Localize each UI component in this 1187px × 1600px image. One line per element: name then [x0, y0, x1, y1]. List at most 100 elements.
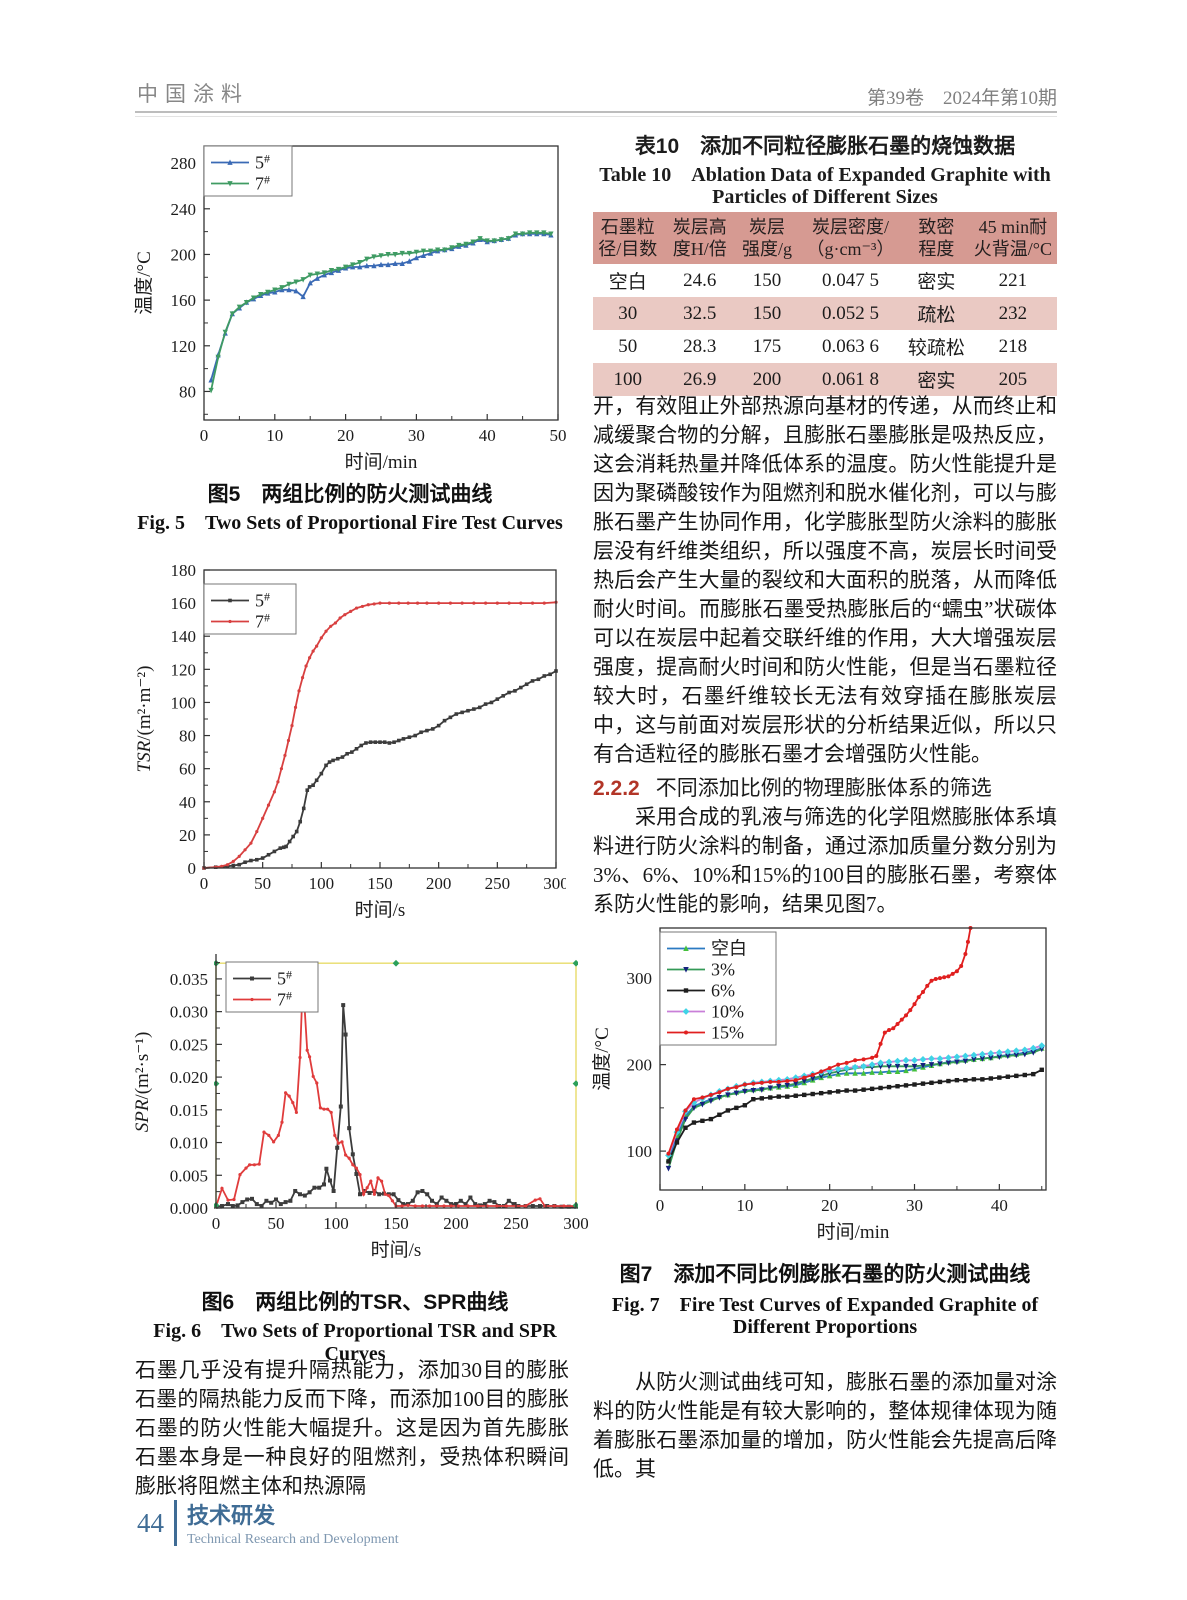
svg-text:0.030: 0.030	[170, 1003, 208, 1022]
table-column-header: 45 min耐 火背温/°C	[968, 212, 1057, 264]
svg-text:30: 30	[906, 1196, 923, 1215]
table-cell: 32.5	[662, 297, 737, 330]
svg-text:40: 40	[179, 793, 196, 812]
section-number: 2.2.2	[593, 777, 640, 800]
table-cell: 28.3	[683, 335, 717, 357]
svg-text:0.035: 0.035	[170, 970, 208, 989]
svg-text:空白: 空白	[711, 939, 747, 959]
fig5-caption-cn: 图5 两组比例的防火测试曲线	[207, 483, 493, 506]
fig7-temperature-chart: 0 10 20 30 40 100 200 300 时间/min 温度/°C 空白3%6%10%15…	[592, 926, 1047, 1243]
svg-text:100: 100	[323, 1214, 349, 1233]
table-cell: 50	[618, 335, 638, 357]
svg-text:160: 160	[171, 291, 197, 310]
svg-text:0.020: 0.020	[170, 1068, 208, 1087]
header-divider	[135, 111, 1057, 117]
svg-text:温度/°C: 温度/°C	[134, 251, 155, 315]
table-row: 50 28.3 175 0.063 6 较疏松 218	[593, 330, 1057, 363]
page-footer: 44 技术研发 Technical Research and Developme…	[137, 1498, 399, 1548]
svg-text:SPR/(m²·s⁻¹): SPR/(m²·s⁻¹)	[132, 1032, 153, 1133]
table-column-header: 炭层高 度H/倍	[662, 212, 737, 264]
svg-text:10: 10	[266, 426, 283, 445]
section-heading: 2.2.2 不同添加比例的物理膨胀体系的筛选	[593, 772, 992, 802]
footer-section-cn: 技术研发	[187, 1503, 276, 1528]
ablation-table-body: 空白 24.6 150 0.047 5 密实 221 30 32.5 150 0.052 5 疏松 2…	[593, 264, 1057, 396]
table-cell: 150	[752, 269, 782, 291]
svg-text:时间/s: 时间/s	[355, 899, 406, 921]
table-cell: 密实	[903, 363, 969, 396]
svg-text:40: 40	[991, 1196, 1008, 1215]
svg-text:250: 250	[503, 1214, 529, 1233]
fig7-caption-en-2: Different Proportions	[732, 1316, 918, 1338]
table-column-header: 石墨粒 径/目数	[593, 212, 663, 264]
svg-text:50: 50	[550, 426, 567, 445]
svg-text:120: 120	[171, 337, 197, 356]
svg-text:280: 280	[171, 154, 197, 173]
table-cell: 221	[998, 269, 1028, 291]
svg-text:温度/°C: 温度/°C	[592, 1027, 613, 1091]
ablation-table-head: 石墨粒 径/目数 炭层高 度H/倍 炭层 强度/g 炭层密度/ （g·cm⁻³） 致密 …	[593, 212, 1057, 264]
table10-title-en-2: Particles of Different Sizes	[712, 186, 938, 208]
table-cell: 30	[593, 297, 663, 330]
svg-text:300: 300	[543, 874, 566, 893]
svg-text:10%: 10%	[711, 1002, 744, 1022]
svg-text:6%: 6%	[711, 981, 735, 1001]
table-cell: 较疏松	[907, 338, 965, 359]
table-cell: 密实	[917, 272, 956, 293]
svg-text:200: 200	[426, 874, 452, 893]
svg-text:80: 80	[179, 382, 196, 401]
right-paragraph-3: 从防火测试曲线可知，膨胀石墨的添加量对涂料的防火性能是有较大影响的，整体规律体现…	[593, 1370, 1057, 1481]
table-cell: 0.052 5	[797, 297, 904, 330]
fig7-caption-en-1: Fig. 7 Fire Test Curves of Expanded Grap…	[611, 1294, 1039, 1316]
svg-text:0.015: 0.015	[170, 1101, 208, 1120]
page-number: 44	[137, 1507, 164, 1538]
fig7-caption-cn: 图7 添加不同比例膨胀石墨的防火测试曲线	[619, 1263, 1031, 1286]
table-cell: 200	[736, 363, 798, 396]
svg-text:50: 50	[254, 874, 271, 893]
svg-text:300: 300	[627, 969, 653, 988]
svg-text:0: 0	[200, 874, 209, 893]
footer-divider	[174, 1500, 177, 1546]
svg-text:240: 240	[171, 200, 197, 219]
svg-text:15%: 15%	[711, 1023, 744, 1043]
issue-info: 第39卷 2024年第10期	[866, 88, 1057, 109]
svg-text:200: 200	[171, 245, 197, 264]
svg-text:150: 150	[383, 1214, 409, 1233]
table-column-header: 致密 程度	[903, 212, 969, 264]
svg-text:100: 100	[309, 874, 335, 893]
svg-text:0.000: 0.000	[170, 1199, 208, 1218]
right-paragraph-1: 开，有效阻止外部热源向基材的传递，从而终止和减缓聚合物的分解，且膨胀石墨膨胀是吸…	[593, 394, 1057, 766]
table-cell: 空白	[608, 272, 647, 293]
table-cell: 0.063 6	[822, 335, 879, 357]
svg-text:200: 200	[627, 1056, 653, 1075]
table-cell: 205	[968, 363, 1057, 396]
left-column-paragraph: 石墨几乎没有提升隔热能力，添加30目的膨胀石墨的隔热能力反而下降，而添加100目…	[135, 1358, 569, 1498]
fig6-caption-en: Fig. 6 Two Sets of Proportional TSR and …	[153, 1320, 557, 1365]
svg-text:20: 20	[337, 426, 354, 445]
table-cell: 疏松	[903, 297, 969, 330]
section-title: 不同添加比例的物理膨胀体系的筛选	[655, 776, 992, 800]
table-cell: 150	[736, 297, 798, 330]
svg-text:80: 80	[179, 727, 196, 746]
svg-text:20: 20	[179, 826, 196, 845]
svg-text:0.010: 0.010	[170, 1134, 208, 1153]
fig6-spr-chart: 0 50 100 150 200 250 300 0.000 0.005 0.010 0.015 0.…	[132, 954, 588, 1261]
svg-text:250: 250	[485, 874, 511, 893]
right-paragraph-2: 采用合成的乳液与筛选的化学阻燃膨胀体系填料进行防火涂料的制备，通过添加质量分数分…	[593, 805, 1057, 916]
svg-text:60: 60	[179, 760, 196, 779]
svg-text:0: 0	[656, 1196, 665, 1215]
fig6-tsr-chart: 0 50 100 150 200 250 300 0 20 40 60 80 100 120 140 160 1…	[134, 561, 566, 921]
ablation-table: 石墨粒 径/目数 炭层高 度H/倍 炭层 强度/g 炭层密度/ （g·cm⁻³） 致密 …	[593, 212, 1057, 396]
table-row: 100 26.9 200 0.061 8 密实 205	[593, 363, 1057, 396]
svg-text:10: 10	[736, 1196, 753, 1215]
table-cell: 100	[593, 363, 663, 396]
svg-text:100: 100	[627, 1142, 653, 1161]
svg-text:50: 50	[268, 1214, 285, 1233]
table10-title-cn: 表10 添加不同粒径膨胀石墨的烧蚀数据	[634, 135, 1016, 158]
table-row: 30 32.5 150 0.052 5 疏松 232	[593, 297, 1057, 330]
table-cell: 0.047 5	[822, 269, 879, 291]
table-cell: 0.061 8	[797, 363, 904, 396]
svg-text:3%: 3%	[711, 960, 735, 980]
svg-text:0.025: 0.025	[170, 1035, 208, 1054]
journal-name: 中国涂料	[137, 82, 249, 106]
